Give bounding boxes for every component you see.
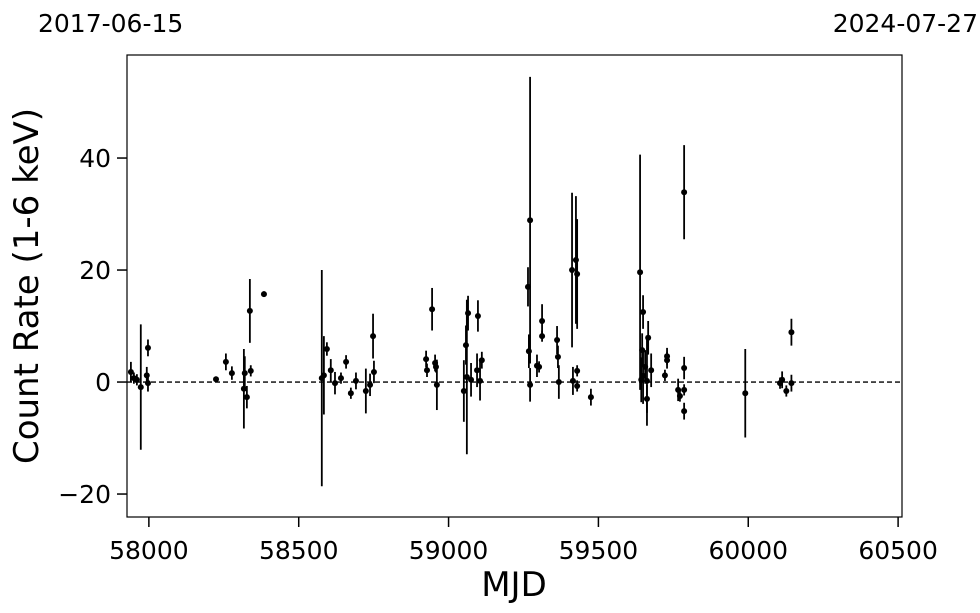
data-point <box>525 348 532 355</box>
data-point <box>370 333 377 340</box>
x-tick-label: 59000 <box>409 536 489 565</box>
data-point <box>460 388 467 394</box>
data-point <box>645 334 652 341</box>
data-point <box>144 380 151 387</box>
data-point <box>468 376 475 383</box>
data-point <box>640 309 647 316</box>
data-point <box>681 386 688 393</box>
x-tick-label: 58500 <box>259 536 339 565</box>
data-point <box>555 379 562 386</box>
data-point <box>243 394 250 401</box>
y-tick-label: 40 <box>79 144 111 173</box>
data-point <box>643 395 650 402</box>
data-point <box>574 382 581 389</box>
data-point <box>783 388 790 394</box>
data-point <box>574 367 581 374</box>
y-tick-label: −20 <box>58 480 111 509</box>
data-point <box>478 357 485 364</box>
data-point <box>213 376 220 383</box>
data-point <box>432 363 439 370</box>
data-point <box>222 358 229 365</box>
data-point <box>337 375 344 382</box>
data-point <box>133 376 140 383</box>
y-axis-label: Count Rate (1-6 keV) <box>7 108 47 464</box>
data-point <box>569 267 576 274</box>
data-point <box>539 333 546 340</box>
data-point <box>241 370 248 377</box>
data-point <box>433 381 440 388</box>
data-point <box>144 344 151 351</box>
data-point <box>370 368 377 375</box>
x-tick-label: 59500 <box>559 536 639 565</box>
data-point <box>536 363 543 370</box>
data-point <box>587 394 594 401</box>
data-point <box>527 217 534 224</box>
x-tick-label: 60500 <box>858 536 938 565</box>
data-point <box>681 189 688 196</box>
data-point <box>681 365 688 372</box>
data-point <box>661 372 668 379</box>
data-point <box>648 367 655 374</box>
data-point <box>742 390 749 397</box>
data-point <box>554 337 561 344</box>
data-point <box>247 367 254 374</box>
data-point <box>260 291 267 298</box>
data-point <box>539 318 546 324</box>
data-point <box>352 377 359 384</box>
top-left-label: 2017-06-15 <box>38 9 183 38</box>
y-tick-label: 0 <box>95 368 111 397</box>
x-tick-label: 60000 <box>708 536 788 565</box>
x-tick-label: 58000 <box>109 536 189 565</box>
top-right-label: 2024-07-27 <box>833 9 978 38</box>
data-point <box>477 377 484 384</box>
data-point <box>127 368 134 375</box>
data-point <box>429 306 436 313</box>
y-tick-label: 20 <box>79 256 111 285</box>
data-point <box>572 256 579 263</box>
data-point <box>367 381 374 388</box>
data-point <box>423 356 430 363</box>
data-point <box>423 367 430 374</box>
data-point <box>569 377 576 384</box>
data-point <box>664 353 671 360</box>
data-point <box>637 269 644 276</box>
data-point <box>474 367 481 374</box>
data-point <box>228 370 235 377</box>
data-point <box>779 376 786 383</box>
data-point <box>143 372 150 379</box>
data-point <box>323 346 330 352</box>
data-point <box>643 377 650 384</box>
data-point <box>331 380 338 387</box>
data-point <box>137 384 144 391</box>
data-point <box>474 312 481 319</box>
data-point <box>554 353 561 360</box>
data-point <box>343 358 350 365</box>
data-point <box>246 307 253 314</box>
x-axis-label: MJD <box>481 565 547 605</box>
data-point <box>362 388 369 394</box>
data-point <box>347 390 354 397</box>
data-point <box>527 381 534 388</box>
plot-frame <box>126 54 903 518</box>
data-point <box>681 408 688 415</box>
data-point <box>676 393 683 400</box>
data-point <box>320 372 327 379</box>
data-point <box>327 367 334 374</box>
data-point <box>574 270 581 277</box>
data-point <box>788 329 795 336</box>
data-point <box>465 310 472 317</box>
data-point <box>788 380 795 387</box>
